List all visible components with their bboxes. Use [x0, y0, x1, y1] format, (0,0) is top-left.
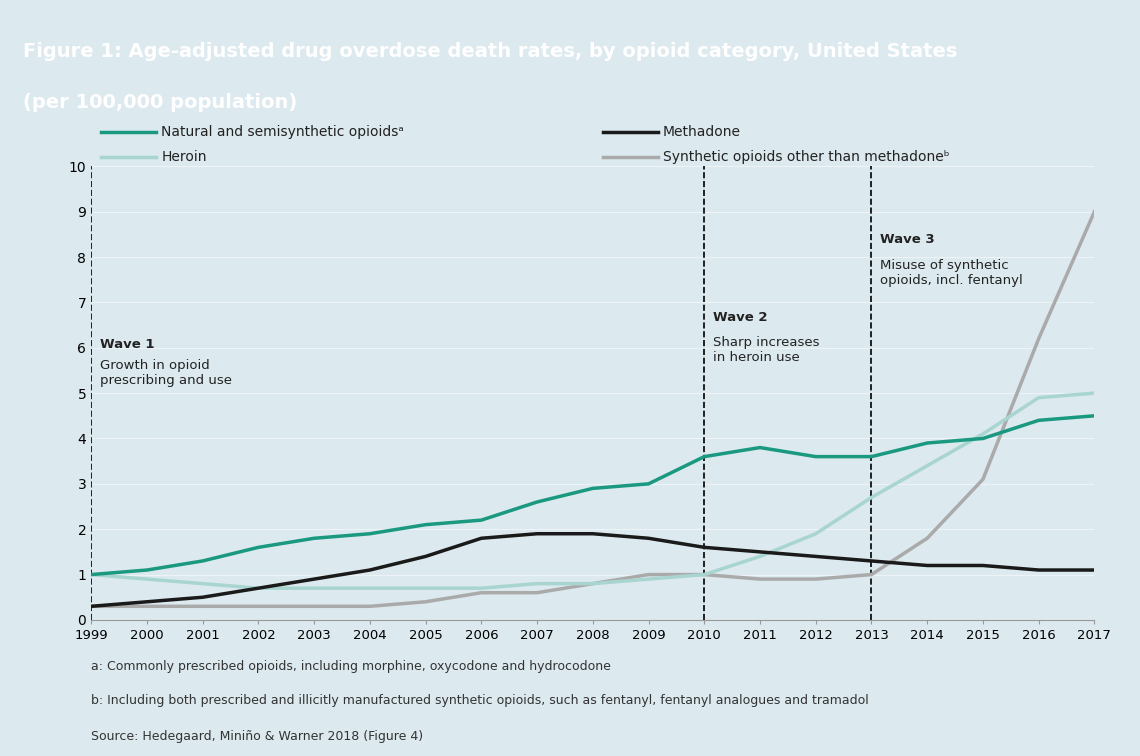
- Text: Wave 1: Wave 1: [99, 338, 154, 351]
- Text: Wave 2: Wave 2: [712, 311, 767, 324]
- Text: Natural and semisynthetic opioidsᵃ: Natural and semisynthetic opioidsᵃ: [162, 125, 405, 139]
- Text: (per 100,000 population): (per 100,000 population): [23, 92, 298, 112]
- Text: Synthetic opioids other than methadoneᵇ: Synthetic opioids other than methadoneᵇ: [663, 150, 950, 164]
- Text: Figure 1: Age-adjusted drug overdose death rates, by opioid category, United Sta: Figure 1: Age-adjusted drug overdose dea…: [23, 42, 958, 61]
- Text: Methadone: Methadone: [663, 125, 741, 139]
- Text: Misuse of synthetic
opioids, incl. fentanyl: Misuse of synthetic opioids, incl. fenta…: [880, 259, 1023, 287]
- Text: Heroin: Heroin: [162, 150, 207, 164]
- Text: Growth in opioid
prescribing and use: Growth in opioid prescribing and use: [99, 359, 231, 387]
- Text: a: Commonly prescribed opioids, including morphine, oxycodone and hydrocodone: a: Commonly prescribed opioids, includin…: [91, 659, 611, 673]
- Text: Wave 3: Wave 3: [880, 234, 935, 246]
- Text: Source: Hedegaard, Miniño & Warner 2018 (Figure 4): Source: Hedegaard, Miniño & Warner 2018 …: [91, 730, 423, 743]
- Text: b: Including both prescribed and illicitly manufactured synthetic opioids, such : b: Including both prescribed and illicit…: [91, 694, 869, 708]
- Text: Sharp increases
in heroin use: Sharp increases in heroin use: [712, 336, 820, 364]
